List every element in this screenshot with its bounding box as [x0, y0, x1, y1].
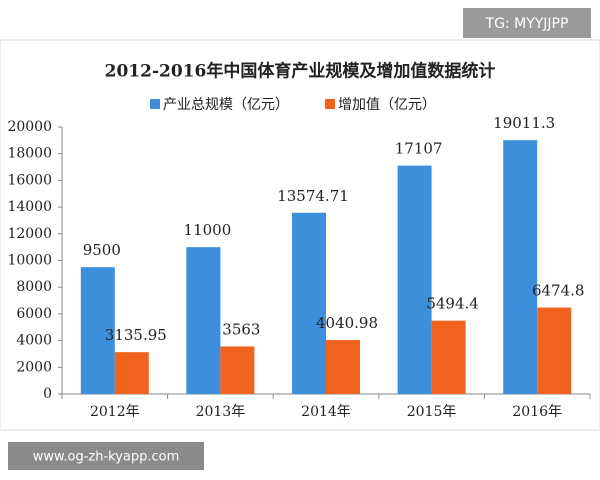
bar [326, 340, 360, 394]
chart-title: 2012-2016年中国体育产业规模及增加值数据统计 [105, 61, 496, 82]
value-label: 4040.98 [316, 314, 378, 332]
y-tick-label: 6000 [16, 306, 52, 322]
value-label: 13574.71 [277, 187, 349, 205]
value-label: 19011.3 [493, 114, 555, 132]
bar [186, 247, 221, 394]
value-label: 5494.4 [426, 295, 479, 313]
value-label: 3135.95 [105, 326, 167, 344]
badge-text: TG: MYYJJPP [485, 16, 569, 32]
y-tick-label: 18000 [7, 146, 52, 162]
y-tick-label: 16000 [7, 172, 52, 188]
y-tick-label: 4000 [16, 333, 52, 349]
legend-swatch [325, 99, 335, 109]
value-label: 11000 [184, 221, 232, 239]
y-tick-label: 0 [43, 386, 52, 402]
legend-swatch [150, 99, 160, 109]
value-label: 3563 [222, 320, 260, 338]
x-tick-label: 2014年 [301, 404, 351, 420]
bar [114, 352, 149, 394]
url-text: www.og-zh-kyapp.com [33, 450, 180, 465]
bar [431, 320, 466, 394]
value-label: 6474.8 [532, 282, 585, 300]
legend-label: 增加值（亿元） [338, 97, 436, 113]
y-tick-label: 12000 [7, 226, 52, 242]
x-tick-label: 2012年 [90, 404, 140, 420]
value-label: 9500 [83, 241, 121, 259]
bar [503, 140, 538, 394]
x-tick-label: 2013年 [196, 404, 246, 420]
y-tick-label: 10000 [7, 253, 52, 269]
x-tick-label: 2015年 [407, 404, 457, 420]
x-tick-label: 2016年 [512, 404, 562, 420]
y-tick-label: 14000 [7, 199, 52, 215]
y-tick-label: 2000 [16, 359, 52, 375]
bar [537, 307, 572, 394]
bar [80, 267, 115, 394]
url-bg [8, 442, 204, 470]
bar [220, 346, 255, 394]
y-tick-label: 8000 [16, 279, 52, 295]
bar [397, 165, 432, 394]
legend-label: 产业总规模（亿元） [163, 97, 289, 113]
badge-bg [463, 8, 591, 38]
bar [292, 212, 326, 394]
y-tick-label: 20000 [7, 119, 52, 135]
value-label: 17107 [395, 140, 443, 158]
